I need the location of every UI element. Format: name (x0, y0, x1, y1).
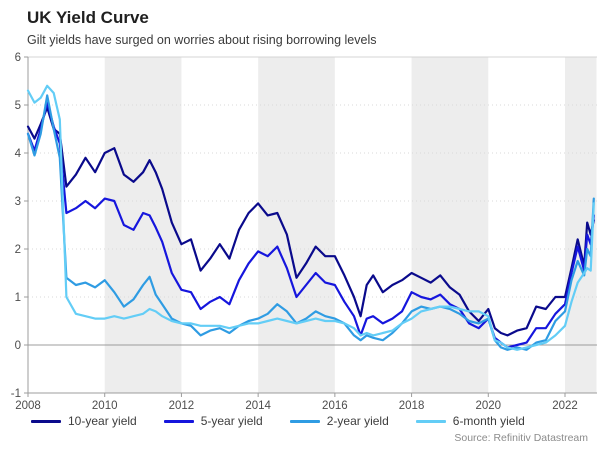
x-axis-label: 2014 (245, 400, 271, 412)
y-axis-label: -1 (11, 388, 21, 400)
y-axis-label: 6 (15, 52, 21, 64)
legend-label: 5-year yield (200, 414, 263, 428)
legend-swatch (163, 419, 194, 423)
legend-item-6-month-yield: 6-month yield (415, 414, 525, 428)
x-axis-label: 2016 (322, 400, 348, 412)
series-line-5-year-yield (26, 101, 595, 349)
background-band (411, 57, 489, 393)
source-attribution: Source: Refinitiv Datastream (454, 432, 588, 444)
x-axis-label: 2008 (15, 400, 41, 412)
legend-label: 10-year yield (68, 414, 137, 428)
background-band (564, 57, 597, 393)
y-axis-label: 0 (15, 340, 21, 352)
legend-item-5-year-yield: 5-year yield (163, 414, 263, 428)
legend-swatch (31, 419, 61, 423)
legend-swatch (289, 419, 320, 423)
y-axis-label: 1 (15, 292, 21, 304)
x-axis-label: 2010 (92, 400, 118, 412)
legend-item-10-year-yield: 10-year yield (31, 414, 137, 428)
y-axis-label: 5 (15, 100, 21, 112)
y-axis-label: 2 (15, 244, 21, 256)
series-line-6-month-yield (26, 84, 595, 351)
x-axis-label: 2018 (399, 400, 425, 412)
x-axis-label: 2020 (475, 400, 501, 412)
x-axis-label: 2012 (169, 400, 195, 412)
chart-subtitle: Gilt yields have surged on worries about… (27, 33, 377, 47)
y-axis-label: 4 (15, 148, 22, 160)
x-axis-label: 2022 (552, 400, 578, 412)
y-axis-label: 3 (15, 196, 21, 208)
background-band (104, 57, 182, 393)
series-line-10-year-yield (26, 106, 595, 337)
background-band (258, 57, 335, 393)
legend-label: 6-month yield (452, 414, 525, 428)
legend-swatch (415, 419, 446, 423)
legend-label: 2-year yield (326, 414, 389, 428)
series-line-2-year-yield (26, 94, 595, 351)
legend-item-2-year-yield: 2-year yield (289, 414, 389, 428)
page-title: UK Yield Curve (27, 8, 149, 27)
chart-legend: 10-year yield 5-year yield 2-year yield 6-m… (31, 414, 525, 428)
